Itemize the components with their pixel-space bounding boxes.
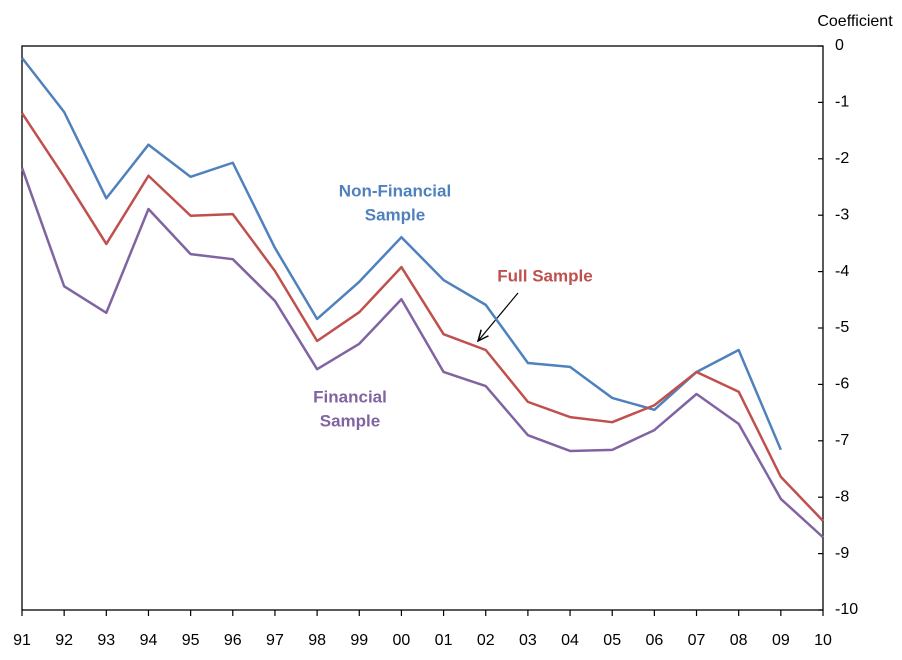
annotation: Financial xyxy=(313,387,387,406)
x-tick-label: 93 xyxy=(97,632,115,649)
x-tick-label: 08 xyxy=(730,632,748,649)
x-tick-label: 98 xyxy=(308,632,326,649)
y-tick-label: -5 xyxy=(835,319,849,336)
y-tick-label: -4 xyxy=(835,263,849,280)
x-tick-label: 94 xyxy=(140,632,158,649)
annotation-arrow xyxy=(478,292,519,341)
y-tick-label: -9 xyxy=(835,545,849,562)
annotation: Sample xyxy=(320,411,380,430)
x-tick-label: 05 xyxy=(603,632,621,649)
x-tick-label: 00 xyxy=(393,632,411,649)
annotation: Full Sample xyxy=(497,266,592,285)
series-line xyxy=(21,57,782,451)
x-tick-label: 03 xyxy=(519,632,537,649)
annotation: Non-Financial xyxy=(339,181,451,200)
x-tick-label: 09 xyxy=(772,632,790,649)
x-tick-label: 07 xyxy=(688,632,706,649)
x-tick-label: 99 xyxy=(350,632,368,649)
y-tick-label: -2 xyxy=(835,150,849,167)
x-tick-label: 02 xyxy=(477,632,495,649)
y-tick-label: -3 xyxy=(835,206,849,223)
y-axis-label: Coefficient xyxy=(817,13,893,30)
x-tick-label: 96 xyxy=(224,632,242,649)
plot-frame xyxy=(21,45,824,611)
y-tick-label: -10 xyxy=(835,601,858,618)
y-tick-label: -7 xyxy=(835,432,849,449)
y-tick-label: -8 xyxy=(835,488,849,505)
y-tick-label: 0 xyxy=(835,37,844,54)
x-tick-label: 91 xyxy=(13,632,31,649)
x-tick-label: 92 xyxy=(55,632,73,649)
x-tick-label: 01 xyxy=(435,632,453,649)
y-tick-label: -6 xyxy=(835,376,849,393)
series-line xyxy=(20,112,824,522)
x-tick-label: 04 xyxy=(561,632,579,649)
series-line xyxy=(20,167,824,539)
x-tick-label: 06 xyxy=(645,632,663,649)
y-tick-label: -1 xyxy=(835,94,849,111)
x-tick-label: 10 xyxy=(814,632,832,649)
x-tick-label: 95 xyxy=(182,632,200,649)
x-tick-label: 97 xyxy=(266,632,284,649)
annotation: Sample xyxy=(365,205,425,224)
